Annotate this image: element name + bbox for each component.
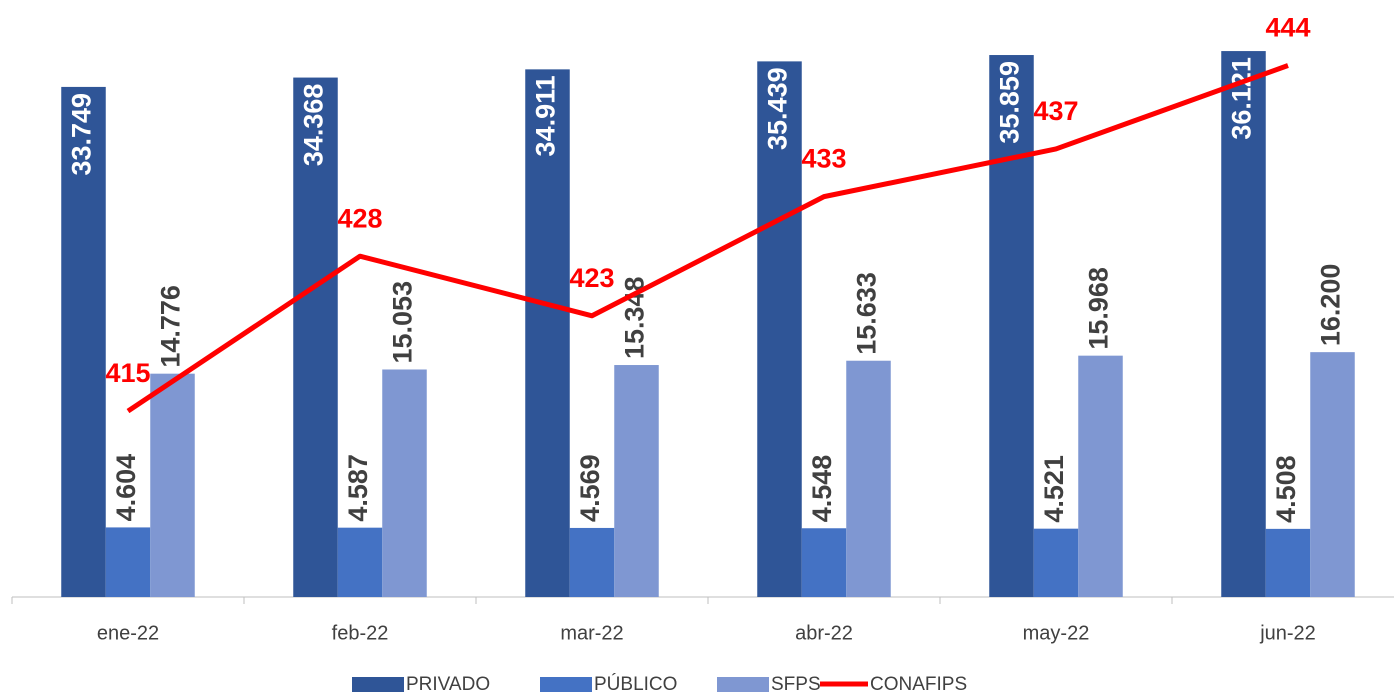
- data-label: 4.521: [1039, 455, 1069, 523]
- data-label: 14.776: [156, 285, 186, 368]
- data-label: 35.859: [995, 61, 1025, 144]
- bar: [61, 86, 106, 598]
- data-label: 4.587: [343, 454, 373, 522]
- data-label: 16.200: [1316, 264, 1346, 347]
- bar: [1033, 528, 1079, 597]
- line-label: 444: [1265, 13, 1310, 43]
- bar: [1265, 528, 1311, 597]
- bar: [614, 365, 659, 597]
- bar: [1078, 355, 1123, 597]
- bar: [757, 61, 802, 598]
- bar: [1310, 352, 1355, 597]
- bar: [293, 77, 338, 598]
- bar: [150, 373, 195, 597]
- legend-swatch: [352, 677, 404, 692]
- legend-label: PÚBLICO: [594, 673, 677, 695]
- line: [126, 63, 1289, 414]
- legend-label: SFPS: [771, 674, 821, 695]
- data-label: 4.548: [807, 455, 837, 523]
- x-tick-label: jun-22: [1259, 622, 1316, 644]
- data-label: 36.121: [1227, 57, 1257, 140]
- legend-swatch: [717, 677, 769, 692]
- line-label: 437: [1033, 96, 1078, 126]
- bar: [801, 528, 847, 597]
- bar: [846, 360, 891, 597]
- x-tick-label: mar-22: [560, 622, 623, 644]
- bar: [569, 527, 615, 597]
- x-tick-label: ene-22: [97, 622, 159, 644]
- bar: [382, 369, 427, 597]
- legend-label: CONAFIPS: [870, 674, 967, 695]
- x-tick-label: may-22: [1023, 622, 1090, 644]
- data-label: 15.968: [1084, 267, 1114, 350]
- legend-swatch: [540, 677, 592, 692]
- bar: [105, 527, 151, 597]
- data-label: 4.569: [575, 454, 605, 522]
- legend-label: PRIVADO: [406, 674, 490, 695]
- data-label: 15.053: [388, 281, 418, 364]
- data-label: 4.604: [111, 454, 141, 522]
- data-label: 34.368: [299, 84, 329, 167]
- line-label: 415: [105, 358, 150, 388]
- data-label: 15.633: [852, 272, 882, 355]
- data-label: 35.439: [763, 67, 793, 150]
- line-label: 433: [801, 144, 846, 174]
- data-label: 33.749: [67, 93, 97, 176]
- bar: [337, 527, 383, 597]
- x-tick-label: feb-22: [332, 622, 389, 644]
- x-tick-label: abr-22: [795, 622, 853, 644]
- line-label: 428: [337, 203, 382, 233]
- bar: [989, 55, 1034, 598]
- data-label: 34.911: [531, 75, 561, 156]
- bar: [1221, 51, 1266, 598]
- bar: [525, 69, 570, 598]
- line-label: 423: [569, 263, 614, 293]
- data-label: 4.508: [1271, 455, 1301, 523]
